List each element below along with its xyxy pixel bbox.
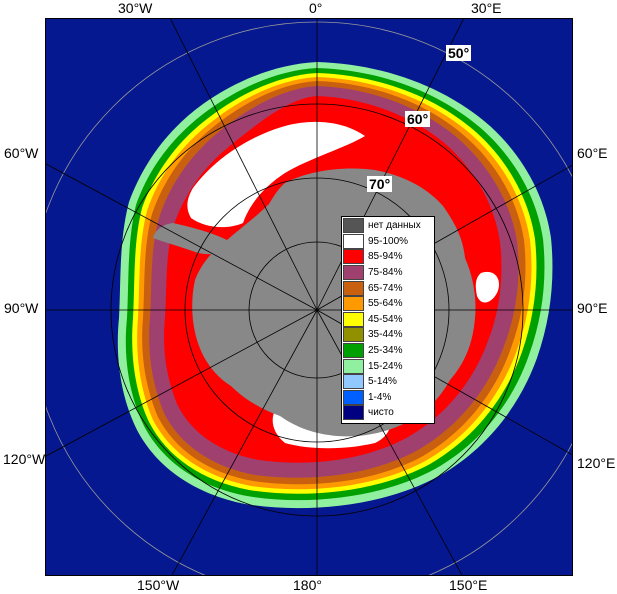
lon-label-90w: 90°W bbox=[4, 300, 39, 316]
legend-label: 25-34% bbox=[368, 345, 403, 357]
legend-row: чисто bbox=[343, 405, 434, 421]
legend-label: 95-100% bbox=[368, 235, 409, 247]
legend-label: 35-44% bbox=[368, 329, 403, 341]
legend-label: 55-64% bbox=[368, 298, 403, 310]
lon-label-90e: 90°E bbox=[577, 300, 608, 316]
lon-label-120e: 120°E bbox=[577, 455, 616, 471]
legend-row: 75-84% bbox=[343, 265, 434, 281]
lon-label-30e: 30°E bbox=[471, 0, 502, 16]
lon-label-150w: 150°W bbox=[137, 577, 180, 593]
legend-label: 65-74% bbox=[368, 282, 403, 294]
lon-label-150e: 150°E bbox=[449, 577, 488, 593]
map-frame bbox=[45, 18, 573, 576]
lat-label-50: 50° bbox=[446, 45, 472, 61]
graticule bbox=[45, 18, 573, 576]
legend-swatch bbox=[343, 311, 364, 327]
legend-swatch bbox=[343, 280, 364, 296]
legend-swatch bbox=[343, 358, 364, 374]
legend-swatch bbox=[343, 374, 364, 390]
lon-label-60e: 60°E bbox=[577, 145, 608, 161]
legend-label: 75-84% bbox=[368, 267, 403, 279]
legend-swatch bbox=[343, 265, 364, 281]
legend-swatch bbox=[343, 296, 364, 312]
legend-label: 1-4% bbox=[368, 391, 392, 403]
lon-label-30w: 30°W bbox=[118, 0, 153, 16]
sea-ice-map bbox=[45, 18, 573, 576]
legend-label: 15-24% bbox=[368, 360, 403, 372]
legend-swatch bbox=[343, 389, 364, 405]
lat-label-60: 60° bbox=[405, 111, 431, 127]
legend-label: чисто bbox=[368, 407, 394, 419]
legend-label: 5-14% bbox=[368, 376, 397, 388]
legend-row: 35-44% bbox=[343, 327, 434, 343]
legend-swatch bbox=[343, 327, 364, 343]
lon-label-120w: 120°W bbox=[3, 451, 46, 467]
legend-swatch bbox=[343, 249, 364, 265]
legend-row: 25-34% bbox=[343, 343, 434, 359]
legend-row: 85-94% bbox=[343, 249, 434, 265]
lon-label-0: 0° bbox=[309, 0, 323, 16]
legend: нет данных 95-100% 85-94% 75-84% 65-74% 55-64… bbox=[341, 216, 435, 424]
legend-swatch bbox=[343, 343, 364, 359]
antarctic-peninsula bbox=[153, 223, 227, 255]
lat-label-70: 70° bbox=[367, 176, 393, 192]
legend-row: нет данных bbox=[343, 218, 434, 234]
legend-row: 15-24% bbox=[343, 358, 434, 374]
legend-row: 65-74% bbox=[343, 280, 434, 296]
legend-row: 5-14% bbox=[343, 374, 434, 390]
legend-swatch bbox=[343, 405, 364, 421]
ice-95-100-east bbox=[475, 271, 500, 303]
lon-label-180: 180° bbox=[293, 577, 322, 593]
legend-label: нет данных bbox=[368, 220, 421, 232]
legend-swatch bbox=[343, 218, 364, 234]
lon-label-60w: 60°W bbox=[4, 145, 39, 161]
legend-row: 55-64% bbox=[343, 296, 434, 312]
legend-label: 85-94% bbox=[368, 251, 403, 263]
legend-row: 95-100% bbox=[343, 233, 434, 250]
ice-95-100 bbox=[187, 121, 365, 228]
legend-swatch bbox=[343, 233, 364, 249]
legend-row: 1-4% bbox=[343, 389, 434, 406]
legend-row: 45-54% bbox=[343, 311, 434, 328]
legend-label: 45-54% bbox=[368, 313, 403, 325]
